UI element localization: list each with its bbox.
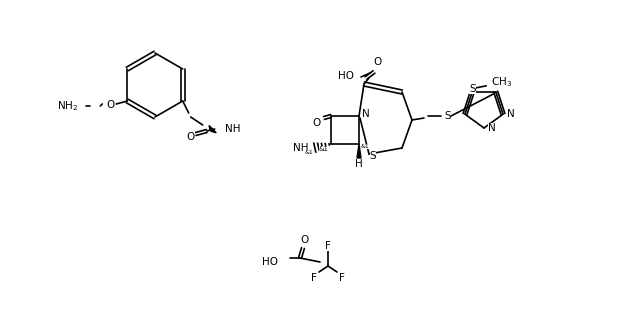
Text: F: F [311, 273, 317, 283]
Text: &1: &1 [361, 144, 370, 149]
Text: &1: &1 [304, 149, 313, 154]
Text: H: H [355, 159, 363, 169]
Text: O: O [374, 57, 382, 67]
Text: S: S [370, 151, 376, 161]
Text: F: F [325, 241, 331, 251]
Text: N: N [362, 109, 370, 119]
Text: O: O [187, 132, 195, 142]
Text: F: F [339, 273, 345, 283]
Text: N: N [488, 123, 496, 133]
Polygon shape [357, 144, 361, 158]
Text: CH$_3$: CH$_3$ [491, 75, 513, 89]
Text: HO: HO [262, 257, 278, 267]
Text: O: O [301, 235, 309, 245]
Text: S: S [469, 84, 476, 94]
Text: N: N [507, 109, 515, 119]
Text: O: O [106, 100, 114, 110]
Text: HO: HO [338, 71, 354, 81]
Text: NH: NH [294, 143, 309, 153]
Text: O: O [313, 118, 321, 128]
Text: NH$_2$: NH$_2$ [57, 99, 78, 113]
Text: NH: NH [225, 124, 240, 134]
Text: S: S [445, 111, 452, 121]
Text: &1: &1 [319, 146, 329, 152]
